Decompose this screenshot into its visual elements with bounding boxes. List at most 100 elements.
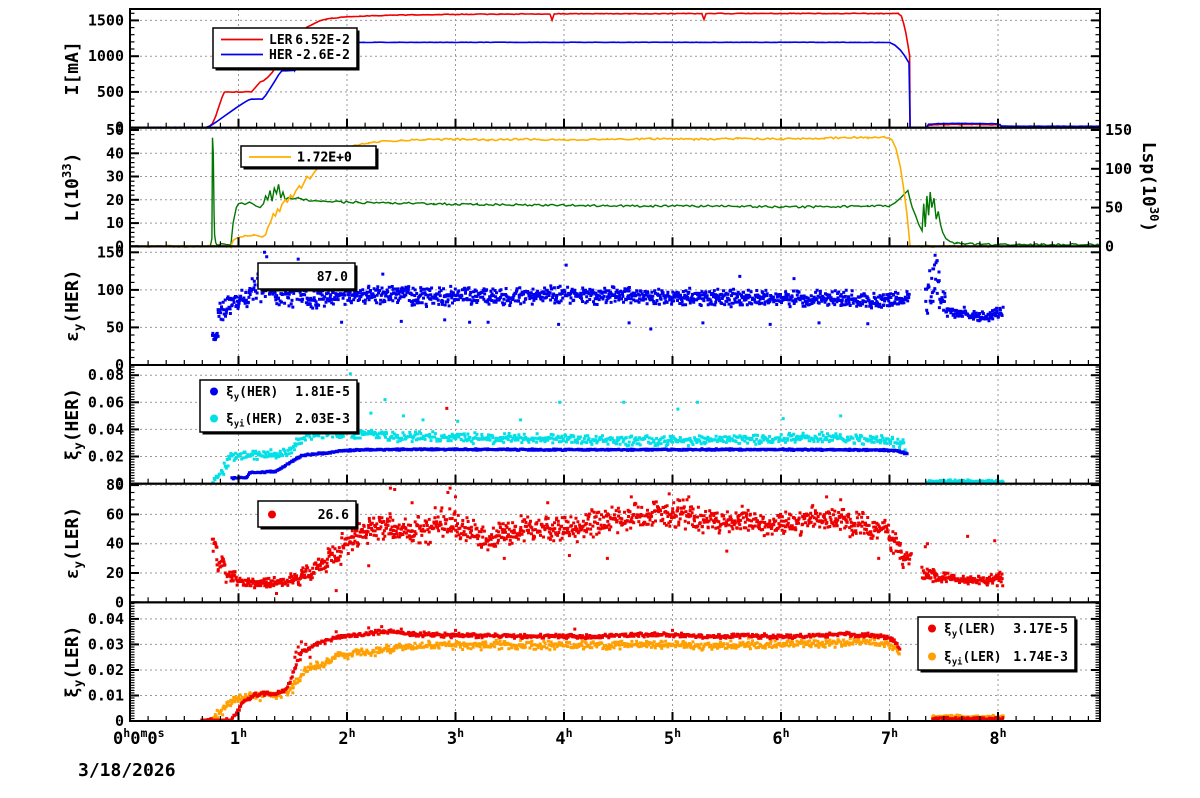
legend-value: 87.0 bbox=[317, 270, 348, 285]
x-tick-label: 7h bbox=[881, 726, 898, 749]
panel-emittance-her-series bbox=[211, 250, 1005, 342]
x-tick-label: 3h bbox=[447, 726, 464, 749]
legend-label: ξy(HER) bbox=[226, 385, 278, 402]
y-tick-label: 0 bbox=[115, 712, 124, 730]
legend-value: 1.81E-5 bbox=[295, 385, 350, 400]
series-xiyi-ler bbox=[209, 632, 1005, 722]
y-tick-label: 0.01 bbox=[88, 687, 124, 705]
y-right-tick-label: 0 bbox=[1105, 237, 1114, 255]
y-axis-title: ξy(LER) bbox=[62, 625, 86, 697]
y-tick-label: 0 bbox=[115, 593, 124, 611]
x-tick-label: 5h bbox=[664, 726, 681, 749]
y-right-tick-label: 100 bbox=[1105, 160, 1132, 178]
panel-xi-ler-series bbox=[200, 625, 1005, 722]
y-axis-title: εy(LER) bbox=[62, 507, 86, 579]
y-tick-label: 0.08 bbox=[88, 366, 124, 384]
series-specific-luminosity bbox=[209, 137, 1101, 247]
panel-emittance-ler-series bbox=[210, 486, 1005, 595]
legend-dot-sample bbox=[928, 624, 936, 633]
x-tick-label: 6h bbox=[772, 726, 789, 749]
y-right-tick-label: 50 bbox=[1105, 199, 1123, 217]
legend-value: 26.6 bbox=[318, 508, 349, 523]
y-tick-label: 0.02 bbox=[88, 448, 124, 466]
legend-dot-sample bbox=[928, 652, 936, 661]
legend-dot-sample bbox=[268, 510, 276, 519]
y-tick-label: 150 bbox=[97, 243, 124, 261]
y-tick-label: 40 bbox=[106, 535, 124, 553]
panel-border bbox=[129, 601, 1101, 722]
x-tick-label: 2h bbox=[338, 726, 355, 749]
y-tick-label: 1500 bbox=[88, 11, 124, 29]
series-ey-her bbox=[211, 250, 1005, 342]
y-tick-label: 30 bbox=[106, 168, 124, 186]
x-tick-label: 0h0m0s bbox=[113, 726, 165, 749]
legend-box bbox=[212, 27, 358, 69]
series-LER-current bbox=[129, 12, 1101, 130]
date-label: 3/18/2026 bbox=[78, 760, 176, 781]
legend-xi-ler: ξy(LER) 3.17E-5 ξyi(LER) 1.74E-3 bbox=[917, 616, 1078, 673]
legend-value: -2.6E-2 bbox=[295, 48, 350, 63]
series-ey-ler bbox=[210, 486, 1005, 595]
y-right-tick-label: 150 bbox=[1105, 121, 1132, 139]
x-tick-label: 1h bbox=[230, 726, 247, 749]
panel-luminosity-series bbox=[129, 135, 1101, 249]
y-tick-label: 80 bbox=[106, 476, 124, 494]
legend-label: ξyi(LER) bbox=[944, 650, 1002, 667]
y-tick-label: 0 bbox=[115, 119, 124, 137]
y-tick-label: 0 bbox=[115, 475, 124, 493]
y-tick-label: 500 bbox=[97, 83, 124, 101]
y-tick-label: 60 bbox=[106, 505, 124, 523]
legend-emittance-ler: 26.6 bbox=[257, 500, 359, 530]
y-tick-label: 0 bbox=[115, 356, 124, 374]
y-axis-title: I[mA] bbox=[62, 41, 83, 95]
legend-value: 1.74E-3 bbox=[1013, 650, 1068, 665]
y-tick-label: 50 bbox=[106, 121, 124, 139]
y-tick-label: 20 bbox=[106, 564, 124, 582]
legend-label: HER bbox=[269, 48, 293, 63]
legend-box bbox=[917, 616, 1076, 671]
legend-box bbox=[240, 145, 377, 168]
legend-label: LER bbox=[269, 33, 293, 48]
y-tick-label: 100 bbox=[97, 281, 124, 299]
y-right-axis-title: Lsp(1030) bbox=[1138, 142, 1161, 233]
legend-value: 2.03E-3 bbox=[295, 412, 350, 427]
legend-label: ξy(LER) bbox=[944, 622, 996, 639]
y-tick-label: 0.04 bbox=[88, 420, 124, 438]
y-tick-label: 0.04 bbox=[88, 610, 124, 628]
y-axis-title: ξy(HER) bbox=[62, 388, 86, 460]
panel-xi-her-series bbox=[211, 372, 1005, 485]
legend-emittance-her: 87.0 bbox=[257, 262, 358, 292]
y-tick-label: 50 bbox=[106, 318, 124, 336]
x-tick-label: 8h bbox=[989, 726, 1006, 749]
y-tick-label: 1000 bbox=[88, 47, 124, 65]
legend-label: ξyi(HER) bbox=[226, 412, 284, 429]
x-tick-label: 4h bbox=[555, 726, 572, 749]
y-tick-label: 20 bbox=[106, 191, 124, 209]
y-axis-title: εy(HER) bbox=[62, 269, 86, 341]
series-stray-red bbox=[445, 406, 449, 410]
y-tick-label: 0.03 bbox=[88, 635, 124, 653]
legend-value: 6.52E-2 bbox=[295, 33, 350, 48]
legend-dot-sample bbox=[210, 387, 218, 396]
legend-luminosity: 1.72E-01.72E+0 bbox=[240, 145, 379, 170]
legend-value-overlay: 1.72E-0 bbox=[297, 151, 352, 166]
y-tick-label: 40 bbox=[106, 144, 124, 162]
y-tick-label: 0.06 bbox=[88, 393, 124, 411]
legend-value: 3.17E-5 bbox=[1013, 622, 1068, 637]
x-axis-labels: 0h0m0s 1h 2h 3h 4h 5h 6h 7h 8h 3/18/2026 bbox=[78, 726, 1007, 781]
legend-dot-sample bbox=[210, 414, 218, 423]
y-axis-title: L(1033) bbox=[60, 153, 83, 222]
y-tick-label: 10 bbox=[106, 214, 124, 232]
series-xiy-her bbox=[230, 447, 909, 481]
legend-box bbox=[257, 262, 356, 290]
y-tick-label: 0 bbox=[115, 237, 124, 255]
legend-value: 1.72E+0 bbox=[297, 151, 352, 166]
legend-xi-her: ξy(HER) 1.81E-5 ξyi(HER) 2.03E-3 bbox=[199, 379, 360, 435]
y-tick-label: 0.02 bbox=[88, 661, 124, 679]
